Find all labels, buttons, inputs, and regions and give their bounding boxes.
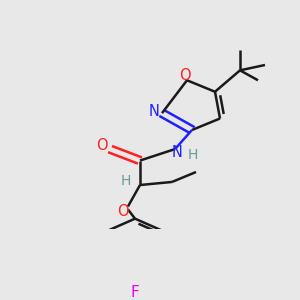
- Text: H: H: [188, 148, 198, 162]
- Text: F: F: [130, 285, 140, 300]
- Text: O: O: [96, 138, 108, 153]
- Text: N: N: [148, 104, 159, 119]
- Text: N: N: [172, 145, 182, 160]
- Text: H: H: [121, 174, 131, 188]
- Text: O: O: [117, 204, 129, 219]
- Text: O: O: [179, 68, 191, 83]
